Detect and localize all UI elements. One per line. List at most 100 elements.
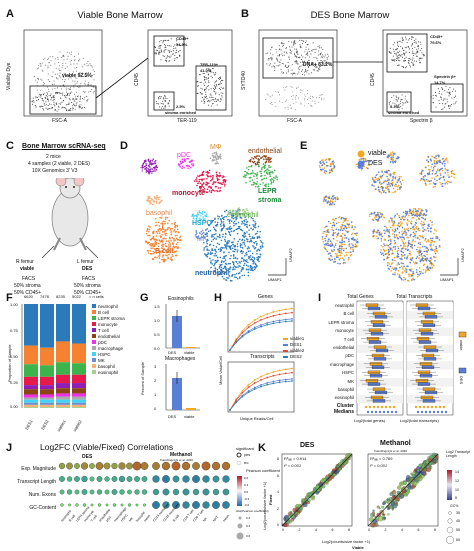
umap-cell-neutrophil <box>216 242 219 245</box>
umap-cell-des <box>390 247 392 249</box>
umap-cell-des <box>377 211 379 214</box>
flow-event <box>442 88 444 91</box>
umap-cell-monocyte <box>223 185 226 187</box>
umap-cell-neutrophil <box>220 222 223 224</box>
flow-event <box>41 69 43 71</box>
flow-event <box>397 59 399 61</box>
flow-event <box>179 55 181 57</box>
flow-event <box>447 101 449 103</box>
umap-cell-neutrophil <box>234 273 236 276</box>
umap-cell-lepr <box>266 168 269 170</box>
umap-cell-viable <box>390 270 392 272</box>
panel-i-row-label: LEPR stroma <box>328 319 354 325</box>
umap-cell-des <box>399 186 401 189</box>
umap-cell-des <box>405 271 408 273</box>
flow-event <box>419 41 421 43</box>
flow-event <box>199 74 201 76</box>
umap-cell-endothelial <box>263 158 265 161</box>
umap-cell-b-cell <box>147 230 150 233</box>
umap-cell-neutrophil <box>231 247 234 250</box>
umap-cell-lepr <box>269 175 272 178</box>
flow-event <box>166 98 168 100</box>
umap-cell-des <box>416 256 419 258</box>
umap-cell-viable <box>397 185 399 188</box>
umap-cell-b-cell <box>179 239 181 242</box>
umap-cell-endothelial <box>255 157 258 160</box>
flow-event <box>404 98 406 100</box>
umap-cell-endothelial <box>253 160 256 163</box>
panel-g-bot-ytick-3: 3 <box>154 364 157 369</box>
corr-dot-des <box>74 463 80 469</box>
umap-cell-neutrophil <box>254 222 257 225</box>
umap-cell-neutrophil <box>233 238 236 240</box>
flow-event <box>170 45 172 47</box>
flow-event <box>86 62 88 64</box>
flow-event <box>418 41 420 43</box>
umap-cell-b-cell <box>159 251 162 253</box>
flow-event <box>219 100 221 103</box>
umap-cell-viable <box>433 241 436 243</box>
legend-item-5: endothelial <box>92 334 125 340</box>
flow-event <box>212 99 214 101</box>
umap-cell-neutrophil <box>249 250 251 252</box>
flow-event <box>219 77 222 79</box>
umap-cell-neutrophil <box>219 264 221 266</box>
umap-cell-viable <box>391 249 394 252</box>
umap-cell-pdc <box>187 158 190 160</box>
umap-cell-b-cell <box>153 248 156 250</box>
umap-cell-des <box>419 243 421 246</box>
umap-cell-b-cell <box>146 249 149 252</box>
panel-h-legend-item: viable2 <box>283 348 304 354</box>
umap-cell-des <box>404 210 407 213</box>
umap-cell-des <box>360 158 363 160</box>
umap-cell-b-cell <box>158 228 160 231</box>
flow-event <box>61 66 63 68</box>
flow-event <box>217 98 219 100</box>
umap-cell-neutrophil <box>227 245 230 247</box>
median-dot-viable <box>388 405 392 409</box>
flow-event <box>87 71 89 73</box>
umap-cell-pdc <box>184 159 186 162</box>
flow-event <box>417 46 419 48</box>
umap-cell-b-cell <box>165 251 168 254</box>
panel-a-ter119-pct: 41.0% <box>200 68 212 73</box>
umap-cell-des <box>375 214 377 216</box>
umap-cell-des <box>435 155 438 157</box>
umap-cell-mk <box>201 236 204 239</box>
flow-event <box>399 100 401 102</box>
flow-event <box>432 97 434 99</box>
panel-b-right-xlabel: Spectrin β <box>410 118 433 124</box>
umap-cell-neutrophil <box>230 241 233 244</box>
umap-cell-monocyte <box>205 183 207 186</box>
flow-event <box>282 55 284 57</box>
umap-cell-des <box>427 268 429 271</box>
umap-cell-neutrophil <box>203 249 205 251</box>
umap-cell-neutrophil <box>258 249 261 252</box>
umap-cell-monocyte <box>207 175 210 178</box>
umap-cell-neutrophil <box>204 233 206 235</box>
flow-event <box>210 94 212 96</box>
umap-cell-viable <box>400 223 402 226</box>
stack-segment <box>40 399 54 403</box>
umap-cell-viable <box>339 254 341 256</box>
umap-cell-viable <box>336 253 338 255</box>
umap-cell-des <box>447 169 449 172</box>
corr-dot-des <box>105 503 109 507</box>
flow-event <box>204 96 206 98</box>
umap-cell-neutrophil <box>245 260 248 263</box>
flow-event <box>208 89 210 91</box>
flow-event <box>67 92 69 95</box>
umap-cell-viable <box>433 249 436 251</box>
flow-event <box>299 89 302 91</box>
flow-event <box>210 88 212 90</box>
flow-event <box>265 53 267 55</box>
umap-cell-lepr <box>247 168 250 171</box>
umap-cell-pdc <box>181 158 184 161</box>
umap-cell-neutrophil <box>236 245 239 248</box>
flow-event <box>158 97 160 100</box>
legend-label: basophil <box>98 364 115 369</box>
stack-segment <box>40 365 54 377</box>
flow-event <box>207 100 209 102</box>
umap-cell-des <box>322 168 324 171</box>
corr-dot-des <box>120 503 124 507</box>
